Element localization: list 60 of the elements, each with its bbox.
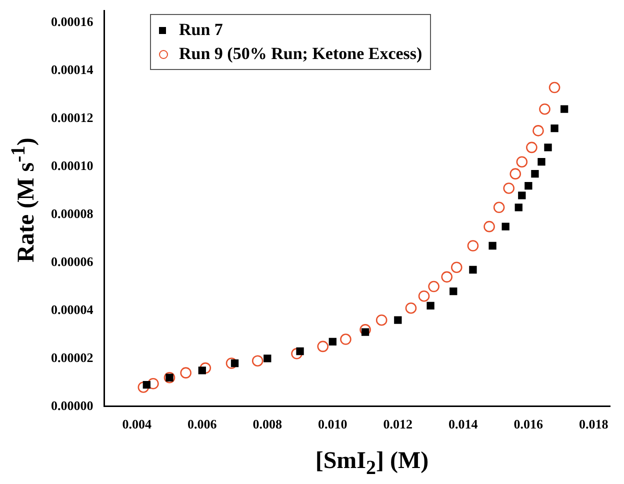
point — [488, 242, 496, 250]
y-tick-label: 0.00010 — [51, 158, 94, 173]
point — [361, 328, 370, 336]
point — [252, 355, 264, 366]
point — [405, 302, 417, 314]
point — [524, 182, 532, 190]
point — [532, 125, 544, 136]
point — [538, 158, 546, 166]
point — [142, 380, 150, 389]
point — [394, 316, 402, 324]
point — [264, 354, 272, 362]
x-tick-label: 0.006 — [188, 416, 218, 432]
y-tick-label: 0.00008 — [51, 206, 94, 221]
point — [469, 266, 477, 274]
x-tick-label: 0.004 — [122, 416, 152, 432]
point — [514, 204, 522, 212]
legend-label: Run 7 — [179, 19, 223, 41]
x-tick-label: 0.012 — [383, 416, 413, 432]
x-tick-label: 0.008 — [252, 416, 283, 432]
point — [503, 182, 514, 194]
point — [441, 271, 453, 283]
y-tick-label: 0.00016 — [51, 14, 94, 30]
point — [493, 202, 505, 214]
point — [484, 220, 495, 232]
point — [467, 240, 479, 252]
point — [230, 359, 239, 368]
point — [450, 262, 462, 273]
point — [376, 314, 388, 326]
legend-label: Run 9 (50% Run; Ketone Excess) — [179, 43, 422, 65]
x-tick-label: 0.014 — [448, 416, 478, 432]
x-tick-label: 0.018 — [579, 416, 609, 432]
x-tick-label: 0.010 — [318, 416, 348, 432]
point — [340, 334, 352, 345]
point — [510, 168, 522, 180]
y-tick-label: 0.00012 — [51, 110, 94, 126]
point — [418, 290, 430, 302]
point — [550, 124, 558, 132]
x-tick-label: 0.016 — [514, 416, 544, 432]
y-tick-label: 0.00004 — [51, 302, 94, 317]
point — [328, 338, 336, 346]
x-axis-title: [SmI$_{2}$] (M) — [314, 448, 430, 480]
point — [544, 144, 552, 152]
point — [531, 170, 539, 178]
point — [502, 222, 510, 230]
y-tick-label: 0.00006 — [51, 254, 94, 269]
point — [428, 280, 440, 292]
point — [317, 340, 329, 352]
point — [450, 287, 458, 296]
point — [518, 192, 526, 200]
point — [296, 347, 304, 356]
point — [548, 82, 560, 94]
point — [539, 103, 550, 115]
point — [560, 105, 568, 113]
y-tick-label: 0.00002 — [51, 350, 94, 365]
point — [526, 142, 538, 154]
y-tick-label: 0.00000 — [51, 398, 94, 413]
point — [516, 156, 528, 168]
point — [426, 302, 434, 310]
y-tick-label: 0.00014 — [51, 62, 94, 78]
point — [180, 367, 192, 378]
